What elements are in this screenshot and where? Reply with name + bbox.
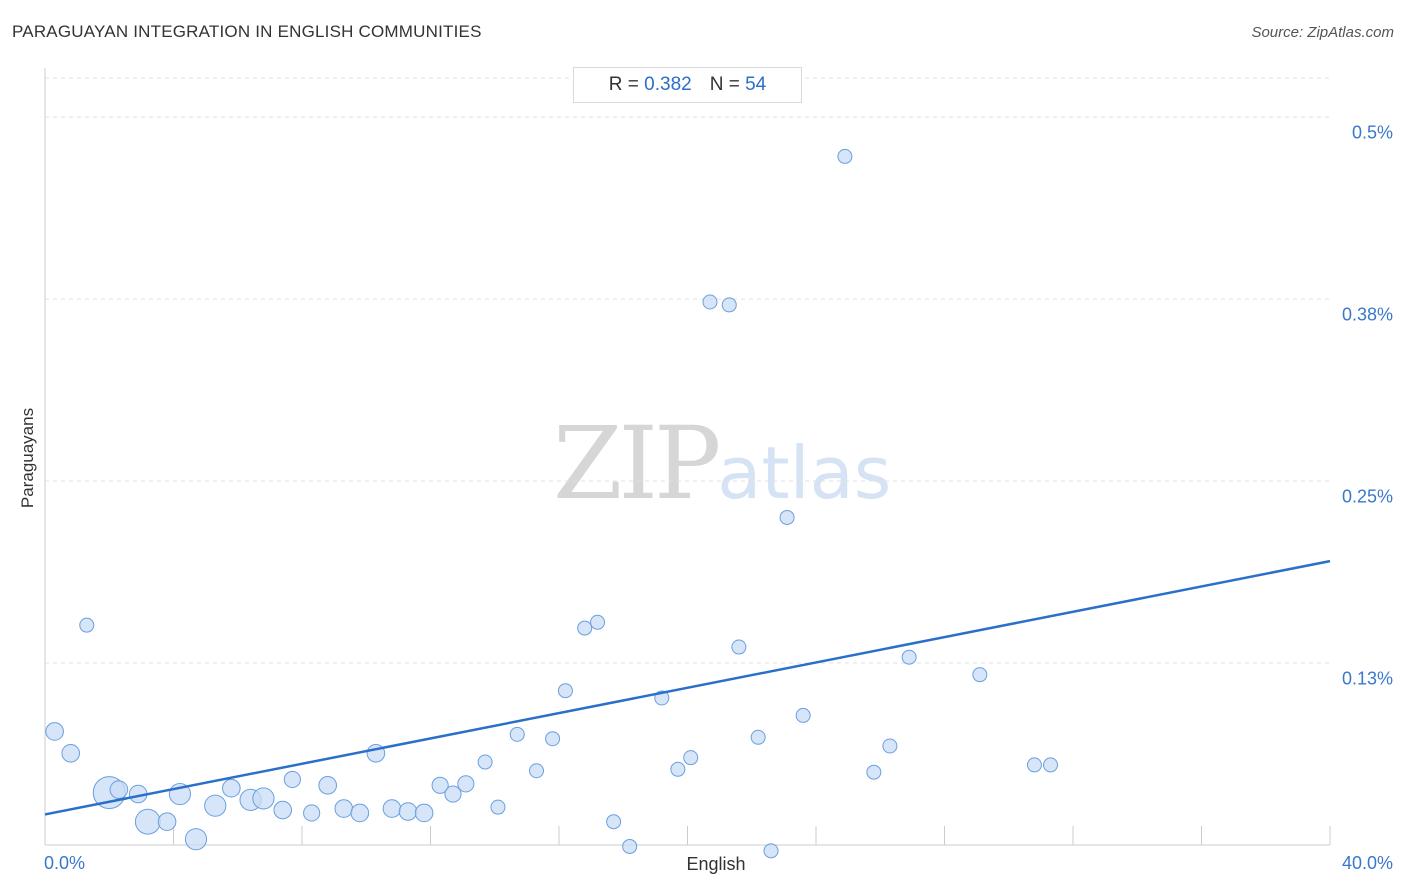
axes	[44, 68, 1331, 846]
scatter-point	[882, 738, 898, 754]
scatter-point	[382, 799, 402, 818]
scatter-point	[509, 726, 525, 742]
y-axis-label: Paraguayans	[18, 407, 37, 509]
y-tick-label: 0.13%	[1341, 668, 1393, 689]
r-label: R =	[608, 74, 639, 95]
scatter-point	[283, 770, 301, 789]
scatter-point	[670, 761, 686, 777]
scatter-point	[577, 620, 593, 636]
grid-lines	[45, 77, 1330, 664]
y-tick-label: 0.5%	[1351, 122, 1393, 143]
scatter-point	[1043, 757, 1059, 773]
n-stat: N = 54	[710, 74, 767, 96]
scatter-point	[444, 785, 462, 803]
scatter-point	[61, 743, 80, 763]
scatter-point	[866, 764, 882, 780]
scatter-point	[222, 778, 241, 798]
scatter-point	[334, 799, 354, 818]
scatter-point	[157, 812, 177, 832]
scatter-point	[414, 803, 434, 823]
scatter-point	[109, 780, 129, 799]
scatter-point	[731, 639, 747, 655]
chart-title: PARAGUAYAN INTEGRATION IN ENGLISH COMMUN…	[12, 22, 482, 41]
n-label: N =	[709, 74, 740, 95]
y-tick-label: 0.25%	[1341, 486, 1393, 507]
scatter-point	[457, 775, 475, 793]
scatter-point	[252, 787, 275, 810]
y-tick-label: 0.38%	[1341, 304, 1393, 325]
scatter-point	[45, 722, 64, 741]
scatter-point	[837, 148, 853, 164]
scatter-point	[590, 614, 606, 630]
scatter-point	[318, 776, 338, 795]
r-value: 0.382	[644, 74, 692, 95]
scatter-point	[184, 828, 208, 851]
scatter-point	[303, 804, 321, 822]
scatter-point	[204, 794, 227, 817]
scatter-point	[431, 776, 449, 794]
scatter-point	[134, 808, 161, 835]
source-credit: Source: ZipAtlas.com	[1251, 24, 1394, 41]
scatter-point	[490, 799, 506, 815]
scatter-point	[79, 617, 95, 633]
scatter-point	[398, 802, 418, 821]
scatter-point	[795, 707, 811, 723]
scatter-point	[779, 509, 795, 525]
scatter-point	[350, 803, 370, 823]
watermark-atlas: atlas	[717, 431, 892, 515]
scatter-point	[721, 297, 737, 313]
r-stat: R = 0.382	[609, 74, 692, 96]
scatter-point	[972, 667, 988, 683]
scatter-point	[622, 838, 638, 854]
scatter-point	[683, 750, 699, 766]
scatter-point	[702, 294, 718, 310]
x-tick-label: 40.0%	[1341, 853, 1393, 873]
scatter-point	[557, 683, 573, 699]
scatter-point	[529, 763, 545, 779]
scatter-point	[545, 731, 561, 747]
scatter-point	[750, 729, 766, 745]
scatter-point	[763, 843, 779, 859]
watermark: ZIPatlas	[553, 405, 891, 522]
n-value: 54	[745, 74, 767, 95]
trend-line-group	[44, 559, 1331, 816]
watermark-zip: ZIP	[553, 405, 721, 522]
scatter-point	[273, 800, 293, 820]
scatter-point	[606, 814, 622, 830]
scatter-point	[901, 649, 917, 665]
scatter-point	[1026, 757, 1042, 773]
trend-line	[44, 559, 1331, 816]
stats-box: R = 0.382 N = 54	[573, 67, 802, 103]
data-points	[45, 148, 1059, 859]
x-tick-label: 0.0%	[44, 853, 86, 873]
scatter-point	[477, 754, 493, 770]
x-axis-label: English	[686, 854, 746, 874]
